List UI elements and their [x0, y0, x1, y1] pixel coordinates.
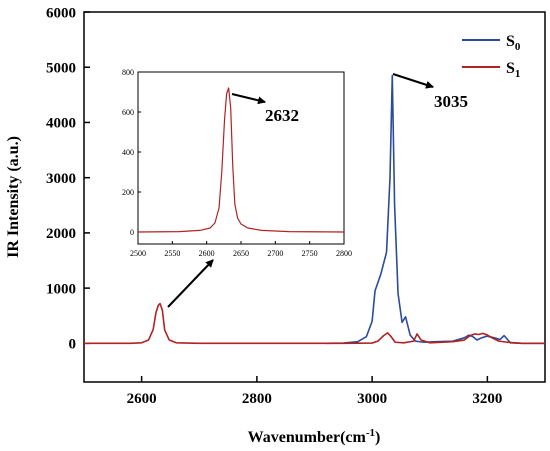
main-y-tick-label: 5000	[46, 60, 76, 76]
main-plot-frame	[83, 11, 546, 383]
main-y-tick-label: 0	[69, 337, 77, 353]
inset-x-tick-label: 2650	[233, 249, 249, 258]
peak-arrow-2632	[231, 93, 266, 105]
main-series-line-0	[326, 74, 545, 345]
inset-x-tick-label: 2800	[336, 249, 352, 258]
x-axis-title-end: )	[375, 429, 380, 446]
inset-y-tick-label: 800	[122, 68, 134, 77]
main-x-tick-label: 3200	[472, 391, 502, 407]
main-x-ticks: 2600 2800 3000 3200	[127, 376, 502, 407]
inset-series	[137, 87, 345, 233]
x-axis-title-main: Wavenumber(cm	[248, 429, 367, 446]
peak-label-2632: 2632	[265, 106, 299, 125]
legend-label-s1-sub: 1	[515, 68, 521, 80]
inset-y-ticks: 0 200 400 600 800	[122, 68, 141, 237]
y-axis-title: IR Intensity (a.u.)	[5, 136, 22, 258]
inset-y-tick-label: 600	[122, 108, 134, 117]
main-y-tick-label: 1000	[46, 281, 76, 297]
main-y-tick-label: 4000	[46, 116, 76, 132]
main-series-line-1	[84, 302, 545, 345]
inset-series-line-0	[137, 87, 345, 233]
inset-x-ticks: 2500 2550 2600 2650 2700 2750 2800	[130, 241, 352, 258]
x-axis-title: Wavenumber(cm-1)	[248, 427, 381, 446]
legend-label-s1-main: S	[506, 60, 515, 77]
legend-label-s0-sub: 0	[515, 41, 521, 53]
inset-y-tick-label: 0	[130, 228, 134, 237]
inset-x-tick-label: 2750	[302, 249, 318, 258]
main-y-tick-label: 6000	[46, 5, 76, 21]
main-y-tick-label: 3000	[46, 171, 76, 187]
main-y-tick-label: 2000	[46, 226, 76, 242]
inset-x-tick-label: 2500	[130, 249, 146, 258]
main-series	[84, 74, 545, 345]
inset-x-tick-label: 2700	[267, 249, 283, 258]
x-axis-title-superscript: -1	[366, 427, 375, 439]
inset-x-tick-label: 2600	[199, 249, 215, 258]
inset-y-tick-label: 200	[122, 188, 134, 197]
inset-x-tick-label: 2550	[164, 249, 180, 258]
main-x-tick-label: 2800	[242, 391, 272, 407]
inset-plot-frame	[137, 71, 345, 245]
peak-arrow-3035	[392, 73, 434, 89]
inset-y-tick-label: 400	[122, 148, 134, 157]
legend-label-s0-main: S	[506, 33, 515, 50]
main-x-tick-label: 2600	[127, 391, 157, 407]
legend-label-s1: S1	[506, 60, 520, 80]
legend: S0 S1	[462, 33, 521, 80]
main-y-ticks: 0 1000 2000 3000 4000 5000 6000	[46, 5, 90, 353]
inset-arrow	[167, 259, 214, 308]
main-x-tick-label: 3000	[357, 391, 387, 407]
peak-label-3035: 3035	[434, 92, 468, 111]
legend-label-s0: S0	[506, 33, 521, 53]
inset-plot: 0 200 400 600 800 2500 2550 2600 2650 2700 2750 28…	[122, 68, 352, 258]
